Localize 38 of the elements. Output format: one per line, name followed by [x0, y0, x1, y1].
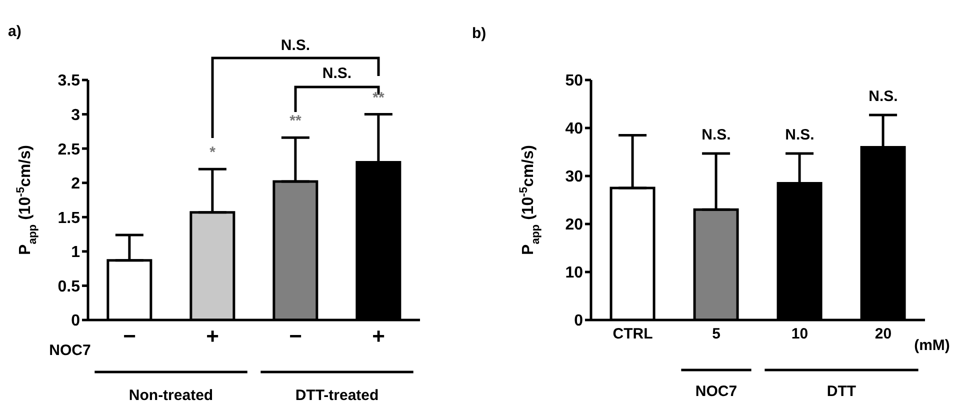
x-tick-label: 10 — [791, 326, 808, 343]
annotation: * — [210, 144, 216, 162]
y-tick-label: 20 — [565, 216, 584, 234]
x-tick-label: + — [206, 324, 219, 349]
x-tick-label: 5 — [712, 326, 720, 343]
text: NOC7 — [49, 342, 91, 359]
y-tick-label: 2 — [71, 176, 80, 193]
x-tick-label: + — [372, 324, 385, 349]
annotation: N.S. — [322, 65, 352, 82]
y-tick-label: 0.5 — [58, 278, 80, 296]
y-tick-label: 0 — [574, 312, 584, 330]
y-tick-label: 30 — [565, 168, 584, 186]
y-tick-label: 10 — [565, 264, 584, 282]
y-tick-label: 2.5 — [58, 141, 80, 158]
text: a) — [8, 23, 22, 40]
text: Non-treated — [128, 387, 214, 403]
annotation: N.S. — [868, 88, 898, 106]
annotation: ** — [372, 89, 384, 106]
text: N.S. — [280, 37, 310, 54]
x-tick-label: − — [289, 324, 302, 349]
y-tick-label: 0 — [71, 312, 80, 330]
text: DTT-treated — [295, 387, 379, 403]
y-tick-label: 1.5 — [58, 210, 80, 227]
annotation: ** — [290, 112, 302, 130]
annotation: N.S. — [785, 126, 814, 144]
y-tick-label: 50 — [565, 72, 584, 90]
y-tick-label: 1 — [71, 244, 80, 262]
annotation: N.S. — [702, 126, 731, 144]
text: b) — [472, 25, 486, 42]
x-tick-label: − — [123, 324, 136, 349]
x-tick-label: CTRL — [612, 326, 653, 343]
text: NOC7 — [695, 383, 738, 400]
y-tick-label: 40 — [565, 120, 584, 138]
y-tick-label: 3.5 — [58, 72, 80, 90]
x-tick-label: 20 — [874, 326, 892, 343]
text: (mM) — [914, 337, 950, 354]
y-tick-label: 3 — [71, 106, 80, 124]
text: DTT — [826, 383, 856, 400]
